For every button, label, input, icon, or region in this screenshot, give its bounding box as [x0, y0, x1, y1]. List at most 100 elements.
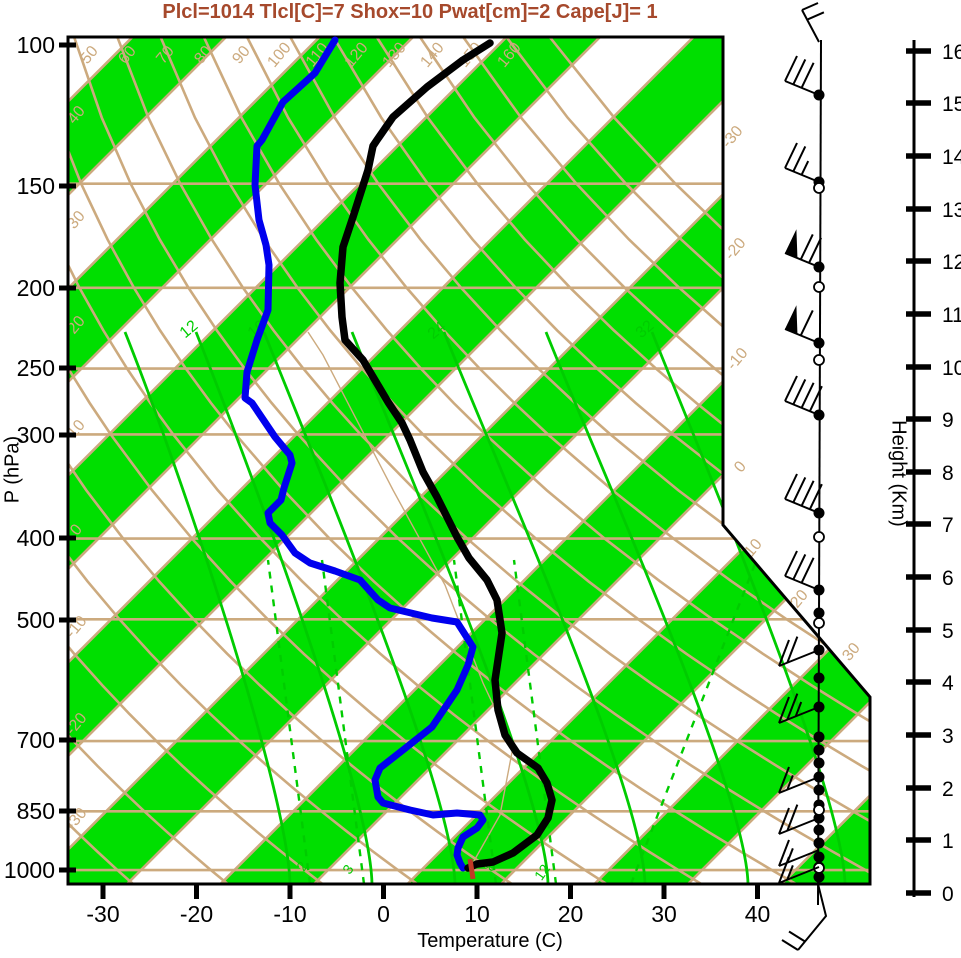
- grid-label: 40: [745, 901, 771, 927]
- dry-adiabat-line: [332, 37, 870, 884]
- wind-barb-feather: [778, 807, 790, 835]
- dry-adiabat-line: [116, 37, 870, 884]
- wind-barb-feather: [792, 58, 807, 85]
- grid-label: 850: [17, 798, 55, 824]
- isotherm-line: [68, 37, 421, 884]
- wind-barb-shaft: [778, 866, 820, 884]
- wind-barb-feather: [792, 476, 807, 503]
- wind-barb-feather: [778, 639, 790, 667]
- moist-adiabat-line: [194, 331, 374, 884]
- moist-adiabat-line: [262, 331, 457, 884]
- height-tick: [906, 416, 931, 422]
- wind-barb-feather: [784, 375, 798, 402]
- wind-barb-feather: [784, 55, 798, 82]
- wind-level-dot: [813, 871, 825, 883]
- dry-adiabat-line: [68, 37, 424, 884]
- wind-barb-feather: [784, 142, 798, 169]
- dry-adiabat-line: [159, 37, 870, 884]
- wind-barb-feather: [799, 234, 814, 260]
- dry-adiabat-line: [68, 37, 709, 884]
- wind-barb-feather: [786, 693, 799, 721]
- green-stripe: [220, 37, 870, 884]
- dry-adiabat-line: [202, 37, 870, 884]
- temp-tick: [661, 884, 667, 899]
- dry-adiabat-line: [375, 37, 870, 884]
- grid-label: 150: [17, 173, 55, 199]
- wind-barb-shaft: [778, 706, 820, 724]
- wind-barb-feather: [800, 557, 815, 584]
- grid-label: 10: [464, 901, 490, 927]
- wind-barb-flag: [785, 229, 798, 259]
- height-tick: [906, 48, 931, 54]
- wind-barb-half-feather: [786, 864, 794, 881]
- wind-level-dot: [813, 744, 825, 756]
- dry-adiabat-line: [68, 37, 329, 884]
- temp-tick: [100, 884, 106, 899]
- dry-adiabat-line: [462, 37, 870, 884]
- grid-label: 7: [942, 514, 954, 537]
- grid-label: 500: [17, 607, 55, 633]
- grid-label: 50: [77, 43, 102, 68]
- pressure-tick: [59, 42, 76, 48]
- wind-barb-feather: [784, 550, 798, 577]
- temp-tick: [381, 884, 386, 899]
- mixing-ratio-line: [452, 559, 498, 884]
- height-tick: [906, 732, 931, 738]
- isotherm-line: [68, 37, 328, 884]
- dry-adiabat-line: [68, 37, 804, 884]
- grid-label: 9: [942, 409, 954, 432]
- temp-tick: [568, 884, 573, 899]
- grid-label: 20: [787, 587, 812, 612]
- temperature-axis-title: Temperature (C): [417, 930, 563, 952]
- grid-label: 30: [839, 640, 864, 665]
- wind-level-dot: [813, 851, 825, 863]
- isotherm-line: [68, 37, 234, 884]
- height-tick: [906, 311, 931, 317]
- wind-barb-shaft: [778, 649, 820, 667]
- grid-label: 16: [942, 41, 961, 64]
- wind-barb-feather: [786, 636, 799, 664]
- grid-label: 1: [942, 830, 954, 853]
- grid-label: 12: [942, 251, 961, 274]
- grid-label: 5: [942, 620, 954, 643]
- wind-level-circle: [813, 617, 825, 629]
- grid-label: 2: [942, 778, 954, 801]
- grid-label: 0: [377, 901, 390, 927]
- wind-barb-shaft: [784, 328, 820, 344]
- dry-adiabat-line: [68, 37, 614, 884]
- grid-label: -10: [724, 345, 752, 374]
- temp-tick: [287, 884, 293, 899]
- wind-level-dot: [813, 837, 825, 849]
- height-tick: [906, 153, 931, 159]
- plot-background: [0, 30, 870, 884]
- grid-label: -20: [180, 901, 213, 927]
- height-tick: [906, 890, 931, 896]
- grid-label: 1000: [4, 857, 55, 883]
- wind-barb-half-feather: [794, 701, 803, 717]
- wind-barb-feather: [792, 378, 807, 405]
- grid-label: 11: [942, 304, 961, 327]
- wind-level-dot: [813, 731, 825, 743]
- dry-adiabat-line: [68, 37, 234, 884]
- wind-barb-shaft: [784, 400, 820, 416]
- wind-barb-shaft: [784, 80, 820, 96]
- surface-parcel-marker: [467, 858, 476, 880]
- height-tick: [906, 258, 931, 264]
- mixing-ratio-line: [512, 559, 558, 884]
- height-tick: [906, 469, 931, 475]
- grid-label: 3: [942, 725, 954, 748]
- height-tick: [906, 785, 931, 791]
- mixing-ratio-line: [320, 559, 366, 884]
- height-tick: [906, 206, 931, 212]
- wind-level-circle: [813, 531, 825, 543]
- green-stripe: [0, 30, 46, 884]
- height-tick: [906, 627, 931, 633]
- pressure-tick: [59, 183, 76, 189]
- wind-barb-shaft: [784, 252, 820, 268]
- height-tick: [906, 100, 931, 106]
- dry-adiabat-line: [418, 37, 870, 884]
- wind-barb-feather: [800, 480, 815, 507]
- green-stripe: [594, 37, 870, 884]
- wind-level-dot: [813, 607, 825, 619]
